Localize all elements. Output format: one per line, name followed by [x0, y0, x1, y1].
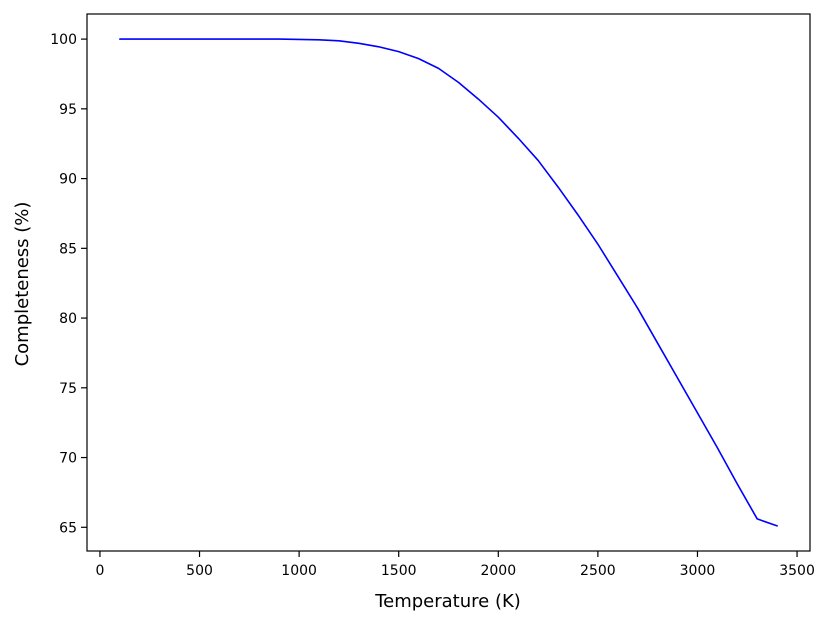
y-tick-label: 65	[59, 520, 77, 536]
axes: 0 500 1000 1500 2000 2500 3000 3500 65 70 75 80 85 90…	[50, 13, 815, 579]
plot-frame	[86, 13, 811, 552]
y-tick-label: 95	[59, 102, 77, 118]
x-axis-label: Temperature (K)	[374, 591, 521, 612]
y-tick-label: 70	[59, 451, 77, 467]
y-axis-label: Completeness (%)	[12, 202, 33, 367]
y-tick-label: 85	[59, 241, 77, 257]
x-tick-label: 3500	[779, 563, 815, 579]
y-tick-label: 75	[59, 381, 77, 397]
series-line-0	[119, 38, 778, 527]
x-tick-label: 1000	[281, 563, 317, 579]
x-tick-label: 2500	[580, 563, 616, 579]
plot-area	[119, 38, 778, 527]
x-tick-label: 0	[95, 563, 104, 579]
y-tick-label: 90	[59, 172, 77, 188]
x-tick-label: 1500	[381, 563, 417, 579]
y-tick-label: 100	[50, 32, 77, 48]
x-tick-label: 500	[186, 563, 213, 579]
x-tick-label: 3000	[680, 563, 716, 579]
y-tick-label: 80	[59, 311, 77, 327]
x-tick-label: 2000	[480, 563, 516, 579]
